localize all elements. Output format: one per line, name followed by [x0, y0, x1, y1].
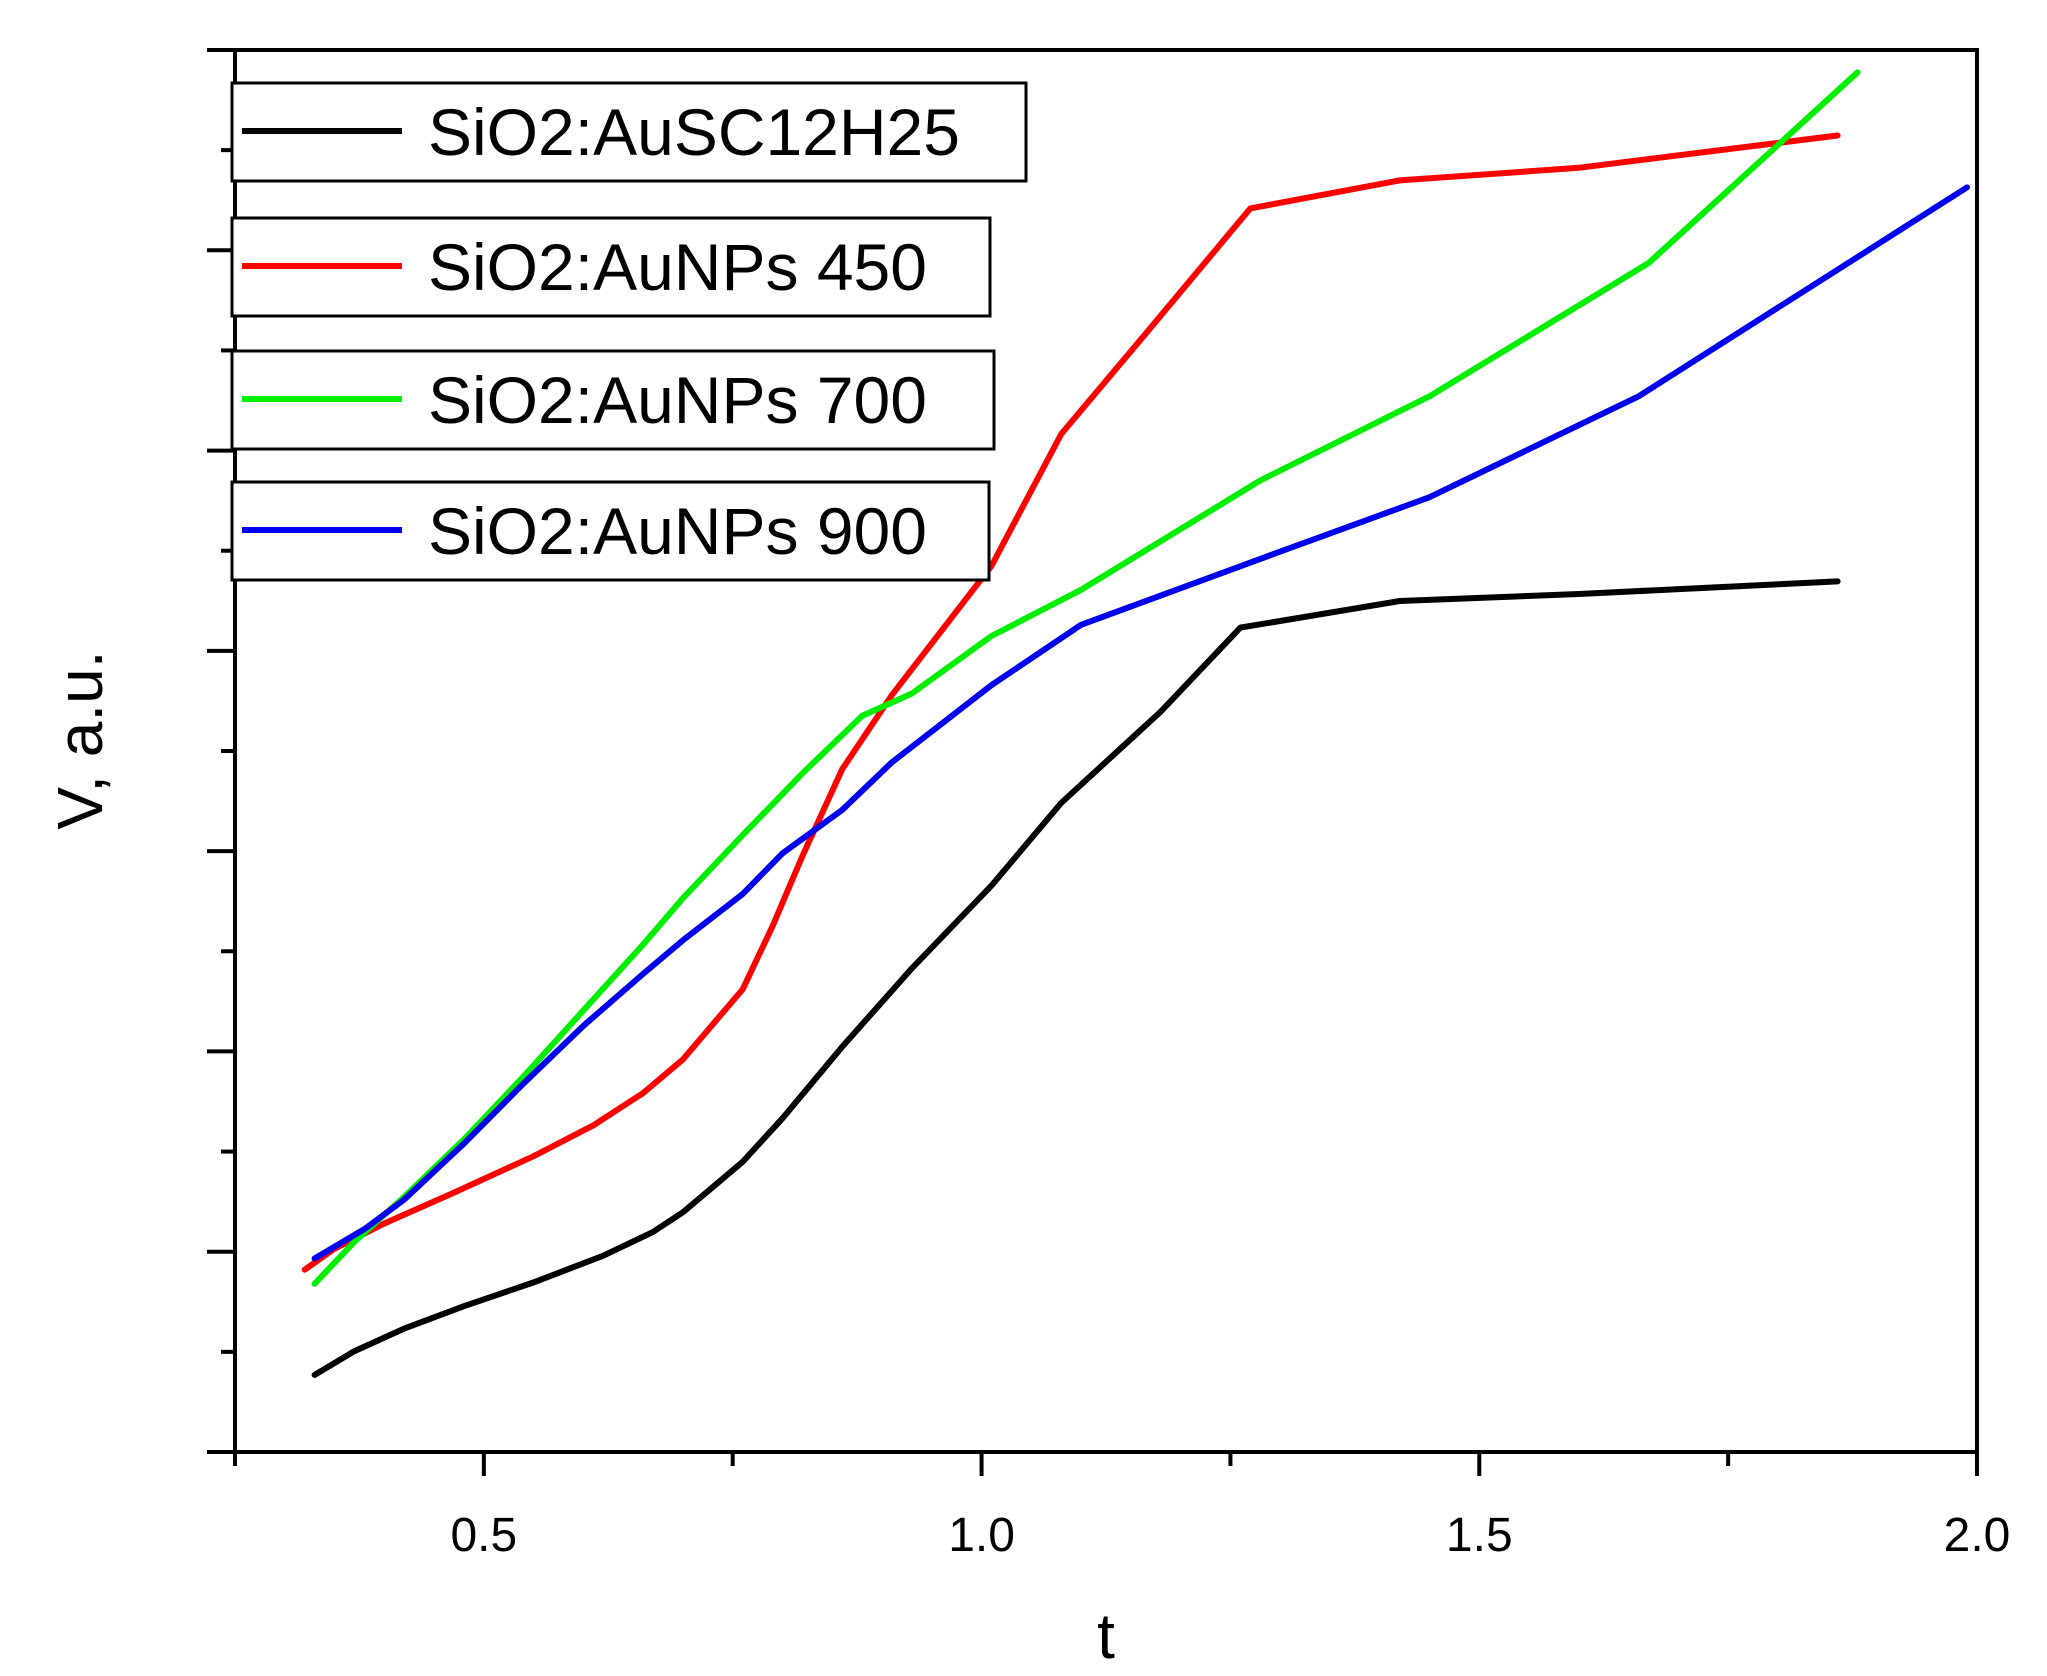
x-tick-label: 1.0 [948, 1509, 1015, 1562]
x-tick-label: 2.0 [1944, 1509, 2011, 1562]
legend-item: SiO2:AuNPs 700 [230, 349, 996, 451]
series-line-1 [311, 578, 1841, 1378]
x-tick-labels: 0.5 1.0 1.5 2.0 [450, 1509, 2010, 1562]
y-axis-title: V, a.u. [44, 650, 116, 829]
legend-label: SiO2:AuNPs 900 [428, 494, 927, 568]
legend: SiO2:AuSC12H25 SiO2:AuNPs 450 SiO2:AuNPs 7… [230, 81, 1028, 582]
x-axis-title: t [1097, 1600, 1115, 1672]
series-line-4 [311, 184, 1970, 1262]
legend-label: SiO2:AuNPs 700 [428, 363, 927, 437]
legend-item: SiO2:AuNPs 900 [230, 480, 991, 582]
legend-label: SiO2:AuNPs 450 [428, 230, 927, 304]
legend-item: SiO2:AuSC12H25 [230, 81, 1028, 183]
series-layer [301, 69, 1970, 1378]
x-axis-ticks [233, 1452, 1979, 1476]
x-tick-label: 1.5 [1446, 1509, 1513, 1562]
series-line-2 [301, 132, 1841, 1273]
x-tick-label: 0.5 [450, 1509, 517, 1562]
legend-label: SiO2:AuSC12H25 [428, 95, 960, 169]
legend-item: SiO2:AuNPs 450 [230, 216, 992, 318]
